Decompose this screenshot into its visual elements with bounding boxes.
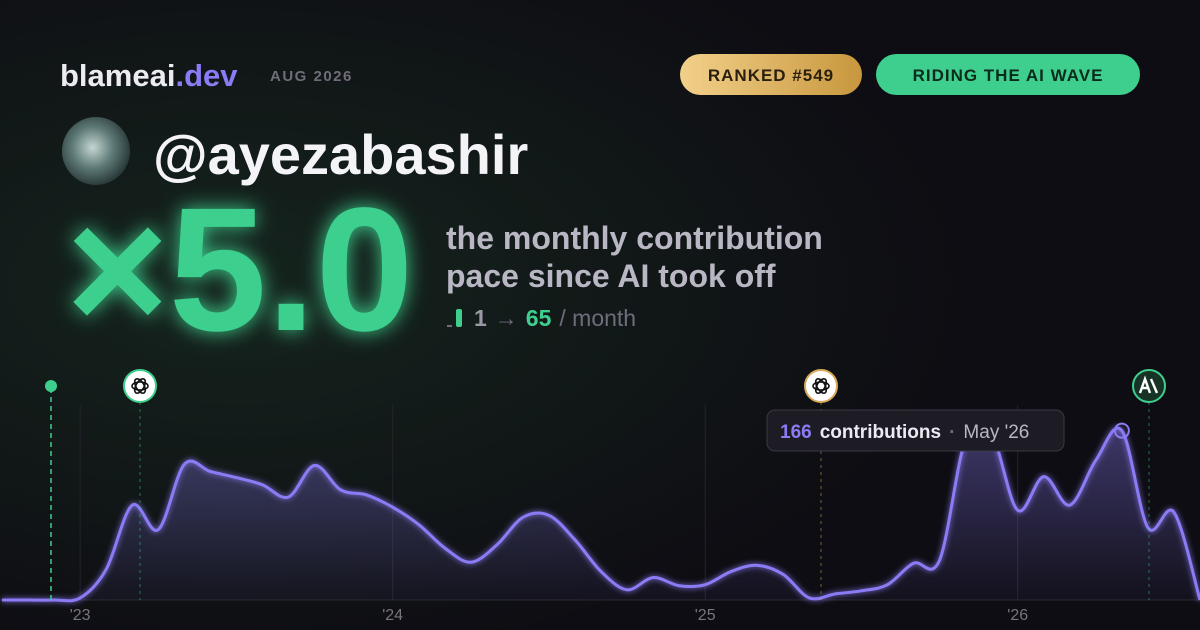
x-tick-label: '26 (1007, 607, 1028, 624)
tooltip-box (766, 409, 1065, 452)
tooltip-label: contributions (820, 422, 941, 443)
brand-suffix: .dev (175, 58, 238, 93)
pace-before: 1 (474, 305, 487, 331)
tooltip-separator: · (949, 422, 955, 443)
highlight-point (1113, 422, 1130, 439)
tooltip-value: 166 (780, 422, 812, 443)
anthropic-icon (1132, 369, 1166, 403)
mini-bar-after (456, 309, 462, 327)
pace-unit: / month (559, 305, 636, 331)
wave-badge (876, 54, 1140, 95)
tooltip-text: 166 contributions · May '26 (780, 422, 1029, 443)
line (1, 423, 1200, 603)
tooltip: 166 contributions · May '26 (766, 409, 1065, 452)
avatar (62, 117, 130, 185)
brand-name: blameai (60, 58, 175, 93)
event-dot (45, 380, 57, 392)
pace: 1 → 65 / month (474, 305, 636, 331)
area (2, 425, 1200, 601)
openai-glyph (131, 377, 149, 395)
rank-badge-text: RANKED #549 (708, 66, 834, 85)
description-line: pace since AI took off (446, 258, 776, 294)
pace-arrow: → (495, 305, 518, 331)
openai-glyph (812, 377, 830, 395)
tooltip-date: May '26 (963, 422, 1029, 443)
x-tick-label: '23 (70, 607, 91, 624)
anthropic-glyph (1138, 375, 1159, 394)
openai-icon (804, 369, 838, 403)
chart: '23 '24 '25 '26 (0, 405, 1200, 624)
x-tick-label: '25 (695, 607, 716, 624)
rank-badge (680, 54, 862, 95)
pace-after: 65 (526, 305, 552, 331)
description-line: the monthly contribution (446, 220, 823, 256)
x-tick-label: '24 (382, 607, 403, 624)
date: AUG 2026 (270, 68, 353, 85)
openai-icon (123, 369, 157, 403)
handle: @ayezabashir (153, 123, 528, 186)
event-markers (45, 369, 1166, 600)
multiplier: ×5.0 (66, 172, 413, 368)
mini-bar-before (447, 325, 452, 327)
wave-badge-text: RIDING THE AI WAVE (913, 66, 1104, 85)
brand: blameai.dev (60, 58, 238, 93)
